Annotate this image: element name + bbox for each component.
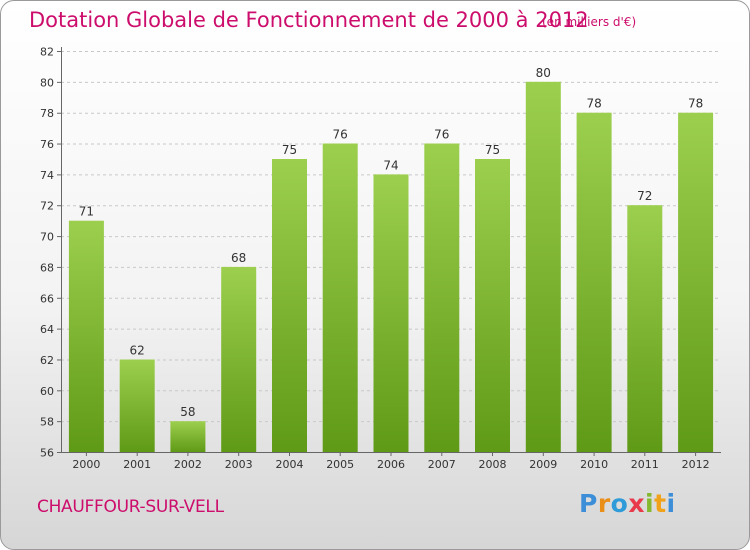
bar-2008	[475, 159, 510, 452]
data-label-2011: 72	[637, 189, 652, 203]
data-label-2002: 58	[180, 405, 195, 419]
proxiti-logo: Proxiti	[579, 489, 676, 518]
bar-2009	[525, 81, 561, 453]
bar-2007	[424, 143, 460, 452]
x-tick-label-2008: 2008	[479, 458, 507, 471]
bars	[68, 81, 714, 453]
bar-2002	[170, 421, 206, 452]
x-tick-label-2006: 2006	[377, 458, 405, 471]
y-tick-label: 74	[40, 169, 54, 182]
data-label-2007: 76	[434, 128, 449, 142]
labels: 56 58 60 62 64 66 68 70 72 74 76 78 80 82 71 2000 62 2001…	[40, 46, 710, 472]
data-label-2005: 76	[333, 128, 348, 142]
x-tick-label-2001: 2001	[123, 458, 151, 471]
y-tick-label: 60	[40, 385, 54, 398]
x-tick-label-2000: 2000	[72, 458, 100, 471]
y-tick-label: 76	[40, 138, 54, 151]
y-tick-label: 64	[40, 323, 54, 336]
y-tick-label: 66	[40, 292, 54, 305]
data-label-2006: 74	[383, 158, 398, 172]
y-tick-label: 62	[40, 354, 54, 367]
bar-2001	[119, 359, 155, 452]
y-tick-label: 80	[40, 76, 54, 89]
x-tick-label-2010: 2010	[580, 458, 608, 471]
x-tick-label-2009: 2009	[529, 458, 557, 471]
bar-2000	[68, 220, 104, 452]
data-label-2009: 80	[536, 66, 551, 80]
bar-2003	[221, 266, 257, 452]
x-tick-label-2011: 2011	[631, 458, 659, 471]
x-tick-label-2004: 2004	[276, 458, 304, 471]
data-label-2010: 78	[586, 97, 601, 111]
x-tick-label-2002: 2002	[174, 458, 202, 471]
x-tick-label-2007: 2007	[428, 458, 456, 471]
y-tick-label: 56	[40, 447, 54, 460]
commune-name: CHAUFFOUR-SUR-VELL	[37, 497, 224, 517]
data-label-2003: 68	[231, 251, 246, 265]
data-label-2008: 75	[485, 143, 500, 157]
data-label-2012: 78	[688, 97, 703, 111]
chart-title: Dotation Globale de Fonctionnement de 20…	[29, 8, 589, 32]
data-label-2000: 71	[79, 205, 94, 219]
y-tick-label: 82	[40, 46, 54, 59]
bar-2006	[373, 174, 409, 452]
x-tick-label-2003: 2003	[225, 458, 253, 471]
axes	[57, 47, 721, 456]
x-tick-label-2005: 2005	[326, 458, 354, 471]
bar-2005	[322, 143, 358, 452]
y-tick-label: 68	[40, 261, 54, 274]
bar-2010	[576, 112, 612, 452]
y-tick-label: 70	[40, 231, 54, 244]
data-label-2004: 75	[282, 143, 297, 157]
bar-2004	[272, 159, 307, 452]
x-tick-label-2012: 2012	[682, 458, 710, 471]
bar-2012	[678, 112, 714, 452]
y-tick-label: 58	[40, 416, 54, 429]
unit-label: (en milliers d'€)	[542, 15, 637, 29]
y-tick-label: 72	[40, 200, 54, 213]
y-tick-label: 78	[40, 107, 54, 120]
data-label-2001: 62	[130, 344, 145, 358]
bar-2011	[627, 205, 663, 452]
